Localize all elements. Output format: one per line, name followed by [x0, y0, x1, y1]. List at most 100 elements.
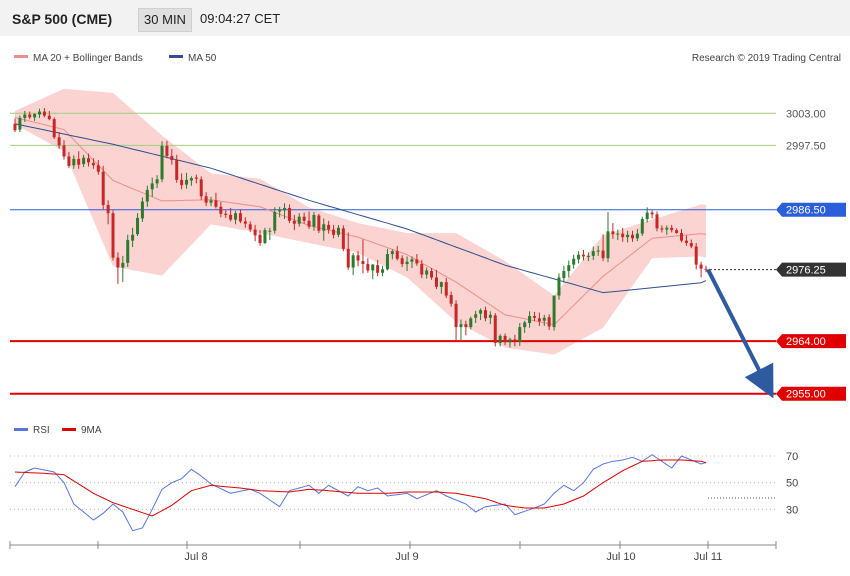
ma20-legend-label: MA 20 + Bollinger Bands: [33, 53, 143, 64]
candle-body: [493, 315, 497, 343]
candle-body: [572, 258, 576, 265]
rsi-legend-label: RSI: [33, 425, 50, 436]
candle-body: [547, 317, 551, 327]
candle-body: [131, 234, 135, 241]
candle-body: [312, 214, 316, 227]
price-label-2997.50: 2997.50: [786, 140, 826, 152]
bollinger-band-area: [15, 88, 706, 355]
candle-body: [665, 227, 669, 230]
candle-body: [454, 303, 458, 328]
candle-body: [439, 282, 443, 287]
candle-body: [292, 220, 296, 224]
candle-body: [400, 258, 404, 265]
candle-body: [204, 196, 208, 203]
price-label-3003.00: 3003.00: [786, 108, 826, 120]
candle-body: [606, 231, 610, 259]
candle-body: [670, 227, 674, 231]
price-tag-2986.50: [776, 202, 846, 217]
candle-body: [47, 115, 51, 120]
candle-body: [283, 207, 287, 211]
candle-body: [626, 234, 630, 238]
candle-body: [655, 214, 659, 229]
candle-body: [645, 212, 649, 220]
candle-body: [57, 137, 61, 146]
candle-body: [675, 230, 679, 234]
candle-body: [72, 158, 76, 166]
rsi-ma-line: [14, 459, 707, 517]
rsi-ma-legend-swatch: [62, 428, 76, 431]
candle-body: [385, 254, 389, 270]
candle-body: [121, 262, 125, 268]
candle-body: [704, 268, 708, 270]
candle-body: [106, 205, 110, 214]
candle-body: [567, 265, 571, 272]
candle-body: [87, 158, 91, 163]
candle-body: [474, 314, 478, 318]
price-label-2955.00: 2955.00: [786, 389, 826, 401]
candle-body: [635, 233, 639, 239]
candle-body: [537, 318, 541, 322]
chart-header: S&P 500 (CME) 30 MIN 09:04:27 CET: [0, 0, 850, 36]
rsi-legend-swatch: [14, 428, 28, 431]
candle-body: [185, 179, 189, 185]
candle-body: [170, 155, 174, 161]
candle-body: [238, 213, 242, 222]
ma50-line: [14, 123, 707, 294]
candle-body: [601, 250, 605, 259]
candle-body: [503, 335, 507, 343]
candle-body: [180, 179, 184, 186]
candle-body: [101, 171, 105, 206]
candle-body: [287, 207, 291, 221]
candle-body: [317, 215, 321, 231]
rsi-legend: RSI 9MA: [14, 425, 102, 436]
candle-body: [263, 230, 267, 243]
candle-body: [640, 219, 644, 234]
candle-body: [219, 206, 223, 214]
last-price-tag: [776, 262, 846, 277]
candle-body: [194, 177, 198, 179]
rsi-line: [14, 454, 707, 532]
candle-body: [381, 269, 385, 273]
candle-body: [621, 233, 625, 238]
candle-body: [307, 220, 311, 227]
candle-body: [552, 295, 556, 328]
candle-body: [175, 160, 179, 180]
candle-body: [444, 282, 448, 296]
candle-body: [160, 146, 164, 180]
bollinger-bands: [15, 88, 706, 355]
candle-body: [351, 255, 355, 268]
candle-body: [155, 179, 159, 184]
candle-body: [96, 165, 100, 172]
candle-body: [581, 254, 585, 257]
candle-body: [136, 217, 140, 235]
candle-body: [508, 339, 512, 343]
candle-body: [224, 213, 228, 215]
candle-body: [410, 259, 414, 262]
candle-body: [67, 156, 71, 166]
rsi-tick-70: 70: [786, 451, 798, 463]
candle-body: [297, 216, 301, 224]
candle-body: [52, 119, 56, 138]
candle-body: [336, 227, 340, 235]
candle-body: [479, 310, 483, 314]
candle-body: [611, 231, 615, 235]
candle-body: [376, 265, 380, 273]
candle-body: [630, 234, 634, 239]
candle-body: [684, 240, 688, 243]
candle-body: [23, 114, 27, 118]
candle-body: [616, 233, 620, 235]
price-label-2964.00: 2964.00: [786, 336, 826, 348]
ma50-legend-swatch: [169, 55, 183, 58]
candle-body: [591, 251, 595, 256]
candle-body: [371, 264, 375, 271]
candle-body: [464, 324, 468, 328]
candle-body: [650, 212, 654, 215]
timeframe-selector[interactable]: 30 MIN: [138, 8, 192, 32]
candle-body: [596, 250, 600, 252]
candle-body: [209, 200, 213, 203]
candle-body: [660, 228, 664, 230]
candle-body: [405, 261, 409, 265]
candle-body: [145, 189, 149, 202]
timestamp: 09:04:27 CET: [200, 11, 281, 26]
